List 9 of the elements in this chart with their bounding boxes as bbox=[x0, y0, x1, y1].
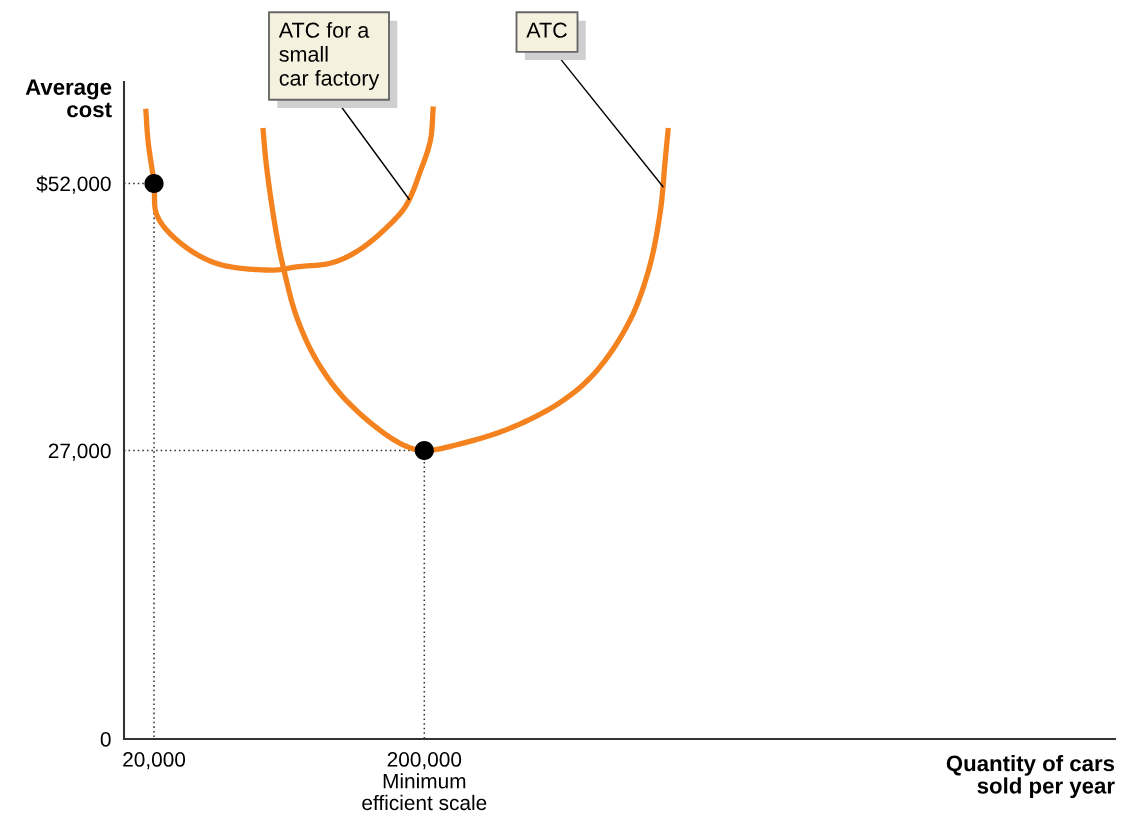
x-tick-label: 20,000 bbox=[123, 752, 186, 770]
y-tick-label: $52,000 bbox=[36, 175, 111, 194]
y-tick-label: 27,000 bbox=[48, 443, 111, 461]
y-axis-title: Average cost bbox=[25, 79, 112, 118]
x-axis-title: Quantity of cars sold per year bbox=[946, 755, 1115, 799]
x-tick-label: 200,000 Minimum efficient scale bbox=[362, 752, 487, 811]
annotation: ATC bbox=[526, 22, 567, 38]
y-tick-label: 0 bbox=[100, 732, 111, 747]
annotation: ATC for a small car factory bbox=[278, 22, 380, 90]
